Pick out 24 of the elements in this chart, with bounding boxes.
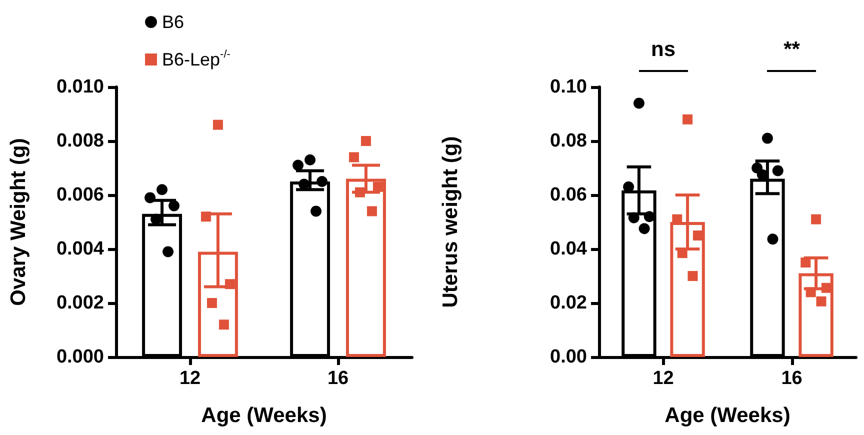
y-tick-label: 0.02 bbox=[550, 292, 587, 314]
y-tick-label: 0.04 bbox=[550, 238, 588, 260]
y-tick-label: 0.08 bbox=[550, 130, 587, 152]
x-tick-label: 16 bbox=[781, 368, 802, 389]
legend-label: B6-Lep-/- bbox=[162, 48, 231, 70]
y-tick-label: 0.010 bbox=[56, 76, 104, 98]
y-tick-label: 0.002 bbox=[56, 292, 104, 314]
x-axis-title: Age (Weeks) bbox=[201, 404, 327, 427]
y-tick-label: 0.06 bbox=[550, 184, 587, 206]
y-tick-label: 0.006 bbox=[56, 184, 104, 206]
x-tick-label: 12 bbox=[652, 368, 674, 389]
x-axis-title: Age (Weeks) bbox=[664, 404, 790, 427]
legend-label: B6 bbox=[162, 12, 184, 32]
y-axis-title: Ovary Weight (g) bbox=[7, 138, 30, 306]
y-tick-label: 0.004 bbox=[56, 238, 104, 260]
x-tick-label: 12 bbox=[179, 368, 201, 389]
y-tick-label: 0.00 bbox=[550, 346, 587, 368]
y-tick-label: 0.000 bbox=[56, 346, 104, 368]
y-tick-label: 0.10 bbox=[550, 76, 587, 98]
x-tick-label: 16 bbox=[327, 368, 349, 389]
y-axis-title: Uterus weight (g) bbox=[439, 136, 462, 308]
y-tick-label: 0.008 bbox=[56, 130, 104, 152]
text: ** bbox=[784, 38, 800, 62]
text: ns bbox=[650, 38, 676, 62]
